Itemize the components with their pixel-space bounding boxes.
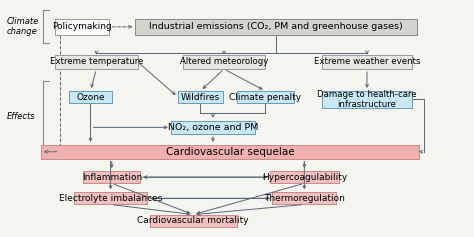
Text: Electrolyte imbalances: Electrolyte imbalances [59,194,162,203]
FancyBboxPatch shape [182,55,265,69]
Text: Climate
change: Climate change [6,17,38,36]
Text: Hypercoagulability: Hypercoagulability [262,173,347,182]
Text: Climate penalty: Climate penalty [229,93,301,102]
FancyBboxPatch shape [322,55,412,69]
FancyBboxPatch shape [74,192,147,205]
Text: Extreme temperature: Extreme temperature [50,57,143,66]
FancyBboxPatch shape [237,91,294,103]
FancyBboxPatch shape [55,19,109,35]
FancyBboxPatch shape [69,91,112,103]
FancyBboxPatch shape [41,145,419,159]
FancyBboxPatch shape [273,192,336,205]
FancyBboxPatch shape [136,19,417,35]
Text: Ozone: Ozone [76,93,105,102]
Text: Effects: Effects [6,112,35,121]
FancyBboxPatch shape [171,121,255,134]
FancyBboxPatch shape [270,171,338,183]
Text: Wildfires: Wildfires [181,93,220,102]
FancyBboxPatch shape [55,55,138,69]
FancyBboxPatch shape [83,171,140,183]
Text: Extreme weather events: Extreme weather events [314,57,420,66]
FancyBboxPatch shape [322,91,412,108]
Text: Industrial emissions (CO₂, PM and greenhouse gases): Industrial emissions (CO₂, PM and greenh… [149,22,403,31]
FancyBboxPatch shape [178,91,223,103]
Text: Thermoregulation: Thermoregulation [264,194,345,203]
Text: Altered meteorology: Altered meteorology [180,57,268,66]
Text: Damage to health-care
infrastructure: Damage to health-care infrastructure [317,90,417,109]
Text: NO₂, ozone and PM: NO₂, ozone and PM [168,123,258,132]
FancyBboxPatch shape [150,215,237,227]
Text: Cardiovascular mortality: Cardiovascular mortality [137,216,249,225]
Text: Inflammation: Inflammation [82,173,142,182]
Text: Cardiovascular sequelae: Cardiovascular sequelae [165,147,294,157]
Text: Policymaking: Policymaking [52,22,112,31]
